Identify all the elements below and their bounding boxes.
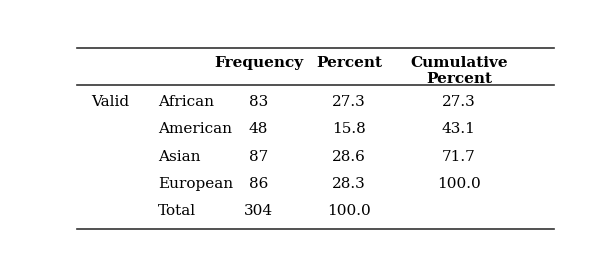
Text: 83: 83 [249, 95, 268, 109]
Text: 71.7: 71.7 [442, 150, 476, 164]
Text: Cumulative
Percent: Cumulative Percent [410, 56, 508, 86]
Text: 100.0: 100.0 [437, 177, 481, 191]
Text: Total: Total [158, 204, 197, 218]
Text: Frequency: Frequency [214, 56, 303, 70]
Text: Valid: Valid [91, 95, 129, 109]
Text: 86: 86 [249, 177, 268, 191]
Text: 87: 87 [249, 150, 268, 164]
Text: Asian: Asian [158, 150, 201, 164]
Text: European: European [158, 177, 233, 191]
Text: African: African [158, 95, 214, 109]
Text: 43.1: 43.1 [442, 122, 476, 136]
Text: 28.6: 28.6 [332, 150, 366, 164]
Text: American: American [158, 122, 232, 136]
Text: 27.3: 27.3 [442, 95, 476, 109]
Text: 15.8: 15.8 [332, 122, 366, 136]
Text: 304: 304 [244, 204, 273, 218]
Text: 48: 48 [249, 122, 268, 136]
Text: 28.3: 28.3 [332, 177, 366, 191]
Text: 27.3: 27.3 [332, 95, 366, 109]
Text: 100.0: 100.0 [327, 204, 371, 218]
Text: Percent: Percent [316, 56, 382, 70]
